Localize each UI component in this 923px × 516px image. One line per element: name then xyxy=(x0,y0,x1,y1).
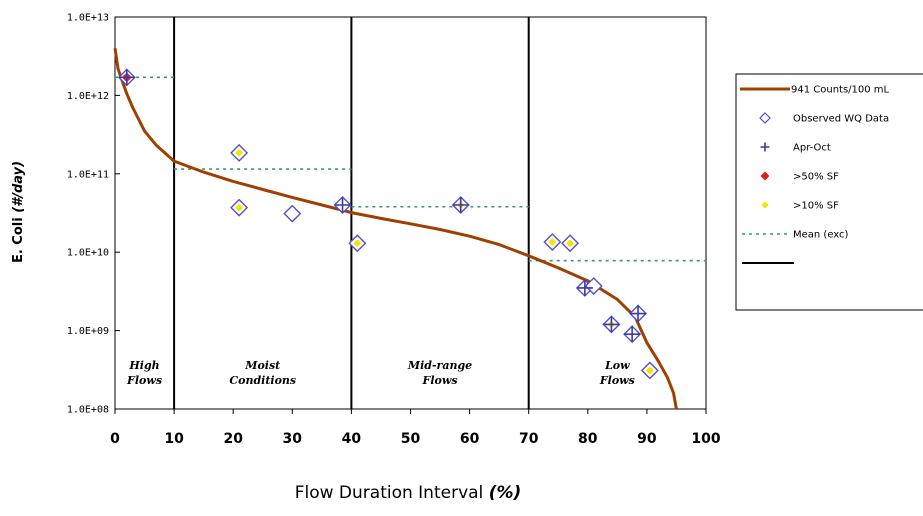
region-label: Flows xyxy=(126,374,162,387)
region-label: Mid-range xyxy=(407,359,472,372)
x-tick-label: 80 xyxy=(578,431,598,447)
legend-swatch-apr-oct xyxy=(760,142,770,152)
sf10-point xyxy=(235,203,244,212)
y-axis-title-unit: (#/day) xyxy=(11,161,26,213)
y-tick-label: 1.0E+08 xyxy=(67,405,109,416)
x-tick-label: 100 xyxy=(691,431,720,447)
x-tick-label: 20 xyxy=(223,431,243,447)
sf10-point xyxy=(645,366,654,375)
x-tick-labels: 0 10 20 30 40 50 60 70 80 90 100 xyxy=(110,431,721,447)
y-tick-label: 1.0E+11 xyxy=(67,169,109,180)
plot-frame xyxy=(114,16,707,410)
y-tick-label: 1.0E+10 xyxy=(67,248,109,259)
x-tick-label: 0 xyxy=(110,431,120,447)
x-tick-marks xyxy=(114,409,707,414)
legend-swatch-sf50 xyxy=(760,171,770,181)
x-tick-label: 30 xyxy=(283,431,303,447)
apr-oct-point xyxy=(630,305,647,322)
region-labels: High Flows Moist Conditions Mid-range Flows Lo… xyxy=(126,359,635,387)
region-label: Conditions xyxy=(229,374,296,387)
legend-label: 941 Counts/100 mL xyxy=(791,85,890,96)
legend-box xyxy=(735,73,923,311)
y-tick-marks xyxy=(115,16,120,410)
aproct-layer xyxy=(118,69,647,343)
x-tick-label: 60 xyxy=(460,431,480,447)
x-axis-title: Flow Duration Interval (%) xyxy=(295,483,522,503)
y-tick-label: 1.0E+12 xyxy=(67,91,109,102)
y-tick-label: 1.0E+13 xyxy=(67,13,109,24)
apr-oct-point xyxy=(624,326,641,343)
y-tick-label: 1.0E+09 xyxy=(67,326,109,337)
sf10-point xyxy=(235,148,244,157)
legend-swatch-sf10 xyxy=(761,201,769,209)
curve-layer xyxy=(113,47,678,410)
sf10-point xyxy=(548,237,557,246)
y-axis-title-text: E. Coli xyxy=(11,217,26,263)
legend-label: Apr-Oct xyxy=(793,143,831,154)
duration-curve xyxy=(113,47,678,410)
legend-label: >50% SF xyxy=(793,172,839,183)
region-label: Low xyxy=(604,359,630,372)
x-tick-label: 10 xyxy=(164,431,184,447)
legend-swatch-observed xyxy=(759,112,771,124)
region-label: Flows xyxy=(422,374,458,387)
legend-label: Mean (exc) xyxy=(793,230,849,241)
region-label: Flows xyxy=(599,374,635,387)
legend-items: 941 Counts/100 mL Observed WQ Data Apr-Oct… xyxy=(740,85,890,264)
apr-oct-point xyxy=(452,196,469,213)
x-tick-label: 50 xyxy=(401,431,421,447)
sf10-point xyxy=(353,239,362,248)
sf10-layer xyxy=(122,73,654,375)
observed-point xyxy=(584,277,603,296)
mean-lines xyxy=(115,76,706,262)
apr-oct-point xyxy=(576,279,593,296)
legend-label: Observed WQ Data xyxy=(793,114,889,125)
legend: 941 Counts/100 mL Observed WQ Data Apr-Oct… xyxy=(735,73,923,311)
y-axis-title: E. Coli (#/day) xyxy=(11,161,26,263)
y-tick-labels: 1.0E+08 1.0E+09 1.0E+10 1.0E+11 1.0E+12 1.0E+… xyxy=(67,13,109,416)
region-label: Moist xyxy=(244,359,280,372)
x-tick-label: 70 xyxy=(519,431,539,447)
apr-oct-point xyxy=(118,69,135,86)
observed-point xyxy=(283,204,302,223)
x-axis-title-text: Flow Duration Interval xyxy=(295,483,484,503)
legend-label: >10% SF xyxy=(793,201,839,212)
apr-oct-point xyxy=(334,196,351,213)
sf10-point xyxy=(566,239,575,248)
x-tick-label: 90 xyxy=(637,431,657,447)
x-tick-label: 40 xyxy=(342,431,362,447)
observed-layer xyxy=(117,68,659,380)
region-label: High xyxy=(128,359,159,372)
apr-oct-point xyxy=(603,316,620,333)
x-axis-title-unit: (%) xyxy=(489,483,522,503)
plot-area: High Flows Moist Conditions Mid-range Flows Lo… xyxy=(113,16,707,414)
